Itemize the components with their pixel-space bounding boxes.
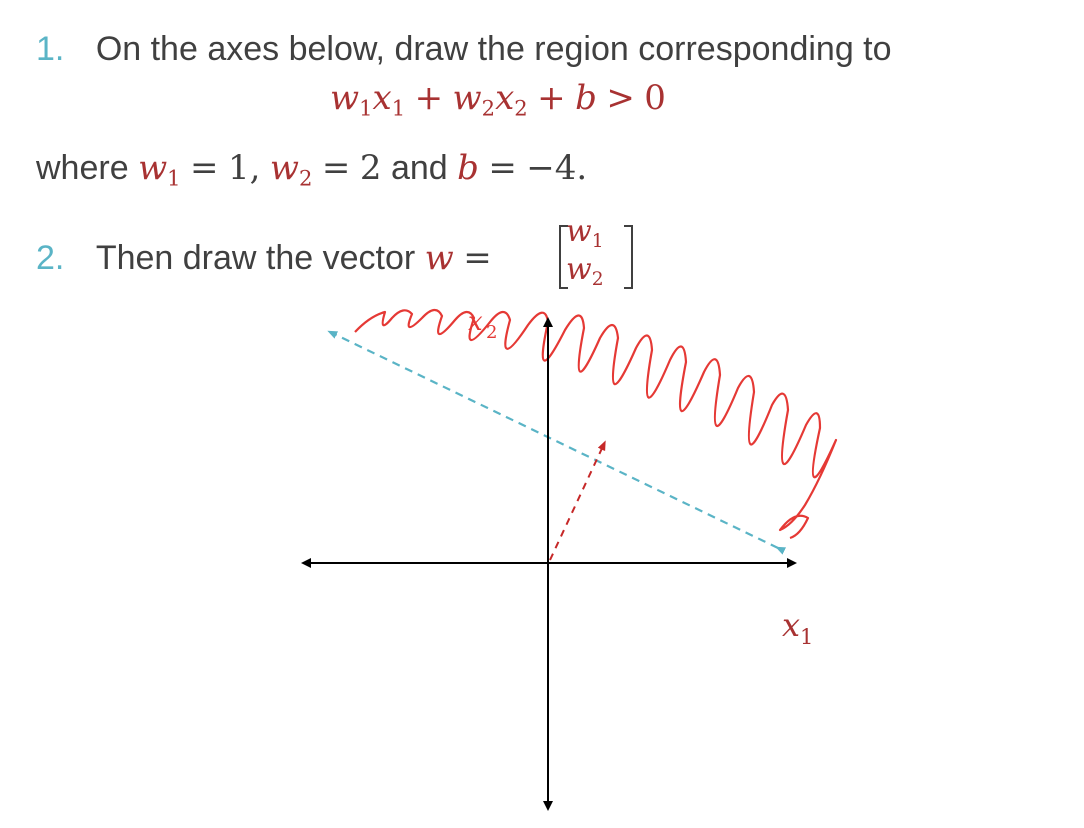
question-text: On the axes below, draw the region corre… [95, 30, 892, 68]
question-2: 2. Then draw the vector w = [36, 238, 492, 278]
weight-vector-matrix: w1 w2 [556, 214, 636, 296]
matrix-bottom-entry: w2 [566, 252, 604, 290]
question-text: Then draw the vector [95, 239, 416, 277]
svg-text:x: x [468, 307, 483, 337]
svg-text:2: 2 [486, 322, 497, 343]
y-axis-label-handwritten: x 2 [468, 307, 497, 343]
inequality-formula: w1x1 + w2x2 + b > 0 [330, 78, 666, 121]
weight-vector-arrow [549, 440, 606, 561]
x-axis-label: x 1 [782, 606, 813, 649]
given-values: where w1 = 1, w2 = 2 and b = −4. [36, 148, 588, 191]
matrix-top-entry: w1 [566, 214, 604, 252]
question-1: 1. On the axes below, draw the region co… [36, 30, 892, 69]
svg-text:1: 1 [800, 625, 813, 649]
matrix-brackets [559, 225, 633, 289]
svg-text:x: x [782, 606, 800, 644]
shaded-region-scribble [354, 308, 838, 540]
question-number: 2. [36, 239, 65, 277]
decision-boundary-line [327, 330, 787, 555]
question-number: 1. [36, 30, 65, 68]
